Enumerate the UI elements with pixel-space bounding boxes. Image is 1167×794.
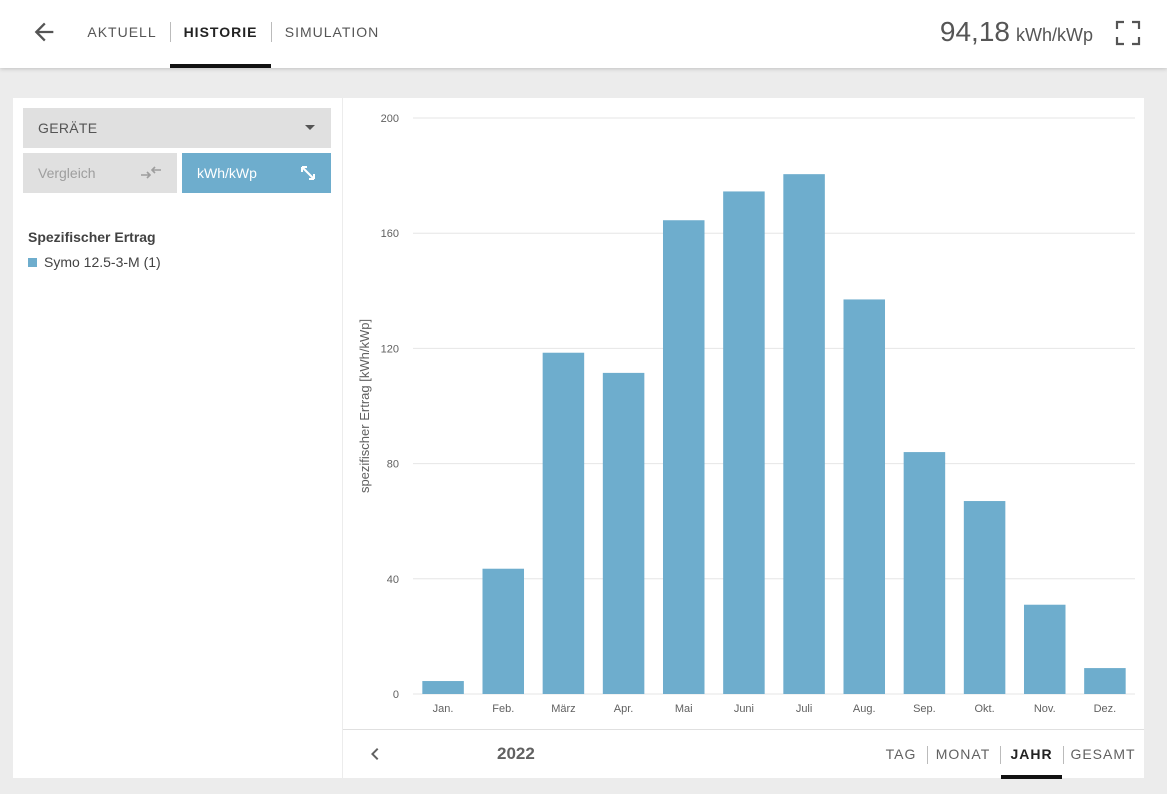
compare-button-label: Vergleich [38, 165, 96, 181]
bar-Dez. [1084, 668, 1126, 694]
chart-footer: 2022 TAG MONAT JAHR GESAMT [343, 729, 1144, 779]
compare-arrows-icon [141, 166, 161, 179]
previous-year-button[interactable] [363, 742, 387, 766]
range-tab-monat[interactable]: MONAT [935, 746, 991, 762]
unit-toggle-button[interactable]: kWh/kWp [182, 153, 331, 193]
bar-Okt. [963, 501, 1006, 694]
range-tab-tag[interactable]: TAG [885, 746, 917, 762]
range-tab-jahr[interactable]: JAHR [1001, 730, 1062, 779]
device-dropdown-label: GERÄTE [38, 120, 98, 136]
arrow-left-icon [34, 22, 54, 42]
bar-Feb. [482, 568, 525, 694]
x-tick-label: Dez. [1094, 703, 1117, 715]
legend-item[interactable]: Symo 12.5-3-M (1) [28, 254, 161, 270]
y-tick-label: 0 [393, 689, 399, 701]
legend-swatch [28, 258, 37, 267]
bar-Juni [723, 191, 765, 694]
x-tick-label: Apr. [614, 703, 634, 715]
x-tick-label: Sep. [913, 703, 936, 715]
y-tick-label: 80 [387, 459, 399, 471]
total-yield-value: 94,18 [939, 16, 1010, 47]
y-axis-label: spezifischer Ertrag [kWh/kWp] [357, 319, 372, 493]
chevron-left-icon [371, 748, 379, 760]
bar-Apr. [602, 372, 645, 694]
range-separator [1063, 746, 1064, 764]
x-tick-label: Jan. [433, 703, 454, 715]
tab-separator [271, 22, 272, 42]
y-tick-label: 160 [381, 228, 399, 240]
legend-item-label: Symo 12.5-3-M (1) [44, 254, 161, 270]
tab-aktuell[interactable]: AKTUELL [87, 24, 157, 40]
x-tick-label: Juli [796, 703, 813, 715]
range-separator [1000, 746, 1001, 764]
fullscreen-icon [1115, 20, 1141, 46]
chart-panel: 0 40 80 120 160 200 Jan. Feb. März Apr. Mai Juni Jul… [343, 98, 1144, 779]
x-tick-label: März [551, 703, 575, 715]
back-button[interactable] [30, 18, 58, 46]
x-tick-label: Aug. [853, 703, 876, 715]
sidebar-panel: GERÄTE Vergleich kWh/kWp Spezifischer Er… [13, 98, 342, 778]
bar-Juli [783, 174, 825, 694]
bar-März [542, 352, 585, 694]
bar-Sep. [903, 452, 946, 694]
legend-title: Spezifischer Ertrag [28, 229, 156, 245]
caret-down-icon [305, 125, 315, 130]
bar-Nov. [1023, 604, 1066, 694]
total-yield-unit: kWh/kWp [1015, 25, 1093, 45]
y-tick-label: 200 [381, 113, 399, 125]
compare-button[interactable]: Vergleich [23, 153, 177, 193]
tab-simulation[interactable]: SIMULATION [284, 24, 380, 40]
tab-historie[interactable]: HISTORIE [170, 0, 271, 68]
bar-chart: 0 40 80 120 160 200 Jan. Feb. März Apr. Mai Juni Jul… [357, 113, 1135, 715]
device-dropdown[interactable]: GERÄTE [23, 108, 331, 148]
bar-Jan. [422, 681, 464, 694]
y-tick-label: 40 [387, 574, 399, 586]
x-tick-label: Nov. [1034, 703, 1056, 715]
total-yield: 94,18 kWh/kWp [940, 16, 1093, 48]
y-tick-label: 120 [381, 343, 399, 355]
bar-Mai [662, 220, 705, 694]
top-bar: AKTUELL HISTORIE SIMULATION 94,18 kWh/kWp [0, 0, 1167, 68]
x-tick-label: Feb. [492, 703, 514, 715]
year-label: 2022 [497, 744, 535, 763]
range-separator [927, 746, 928, 764]
unit-toggle-label: kWh/kWp [197, 165, 257, 181]
tab-separator [170, 22, 171, 42]
x-tick-label: Okt. [974, 703, 994, 715]
x-tick-label: Mai [675, 703, 693, 715]
x-tick-label: Juni [734, 703, 754, 715]
expand-diagonal-icon [301, 166, 315, 180]
range-tab-gesamt[interactable]: GESAMT [1070, 746, 1136, 762]
fullscreen-button[interactable] [1115, 20, 1141, 46]
bar-Aug. [843, 299, 886, 694]
